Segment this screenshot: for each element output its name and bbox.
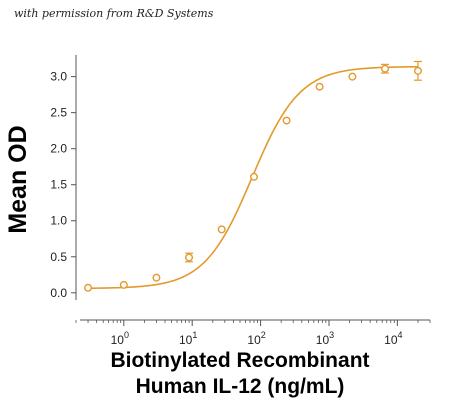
x-tick-label: 100 [111,330,129,347]
y-axis-title: Mean OD [4,125,32,233]
permission-note: with permission from R&D Systems [14,7,214,20]
y-tick-label: 1.0 [50,214,67,228]
data-point [249,172,258,181]
x-tick-label: 102 [247,330,265,347]
data-point [413,66,422,75]
data-points [84,60,422,292]
data-point [282,116,291,125]
x-tick-label: 103 [316,330,334,347]
x-axis-title-line: Biotinylated Recombinant [110,349,369,372]
axes [71,55,431,326]
y-tick-label: 2.5 [50,106,67,120]
y-tick-label: 2.0 [50,142,67,156]
y-tick-label: 3.0 [50,70,67,84]
data-point [217,225,226,234]
axis-labels: 0.0 0.5 1.0 1.5 2.0 2.5 3.0 100 101 102 103 104 Mean… [4,70,403,398]
data-point [185,253,194,262]
data-point [315,82,324,91]
x-axis-title-line: Human IL-12 (ng/mL) [136,375,345,398]
data-point [381,64,390,73]
data-point [119,280,128,289]
data-point [84,283,93,292]
y-tick-label: 1.5 [50,178,67,192]
y-tick-label: 0.0 [50,286,67,300]
x-tick-label: 101 [179,330,197,347]
data-point [152,273,161,282]
y-tick-label: 0.5 [50,250,67,264]
data-point [348,72,357,81]
x-tick-label: 104 [384,330,402,347]
